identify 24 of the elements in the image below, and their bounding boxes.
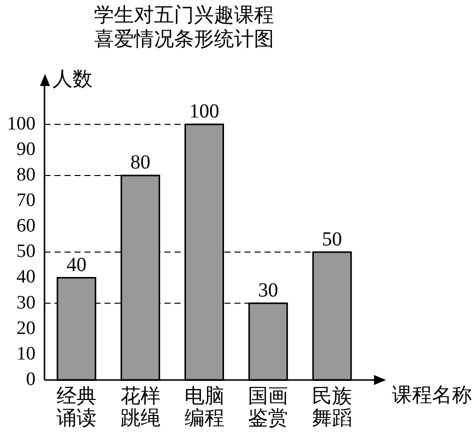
data-label: 100 (189, 100, 220, 123)
data-label: 40 (66, 254, 86, 276)
y-tick-label: 100 (7, 113, 36, 134)
data-label: 30 (258, 280, 278, 302)
x-tick-label: 电脑编程 (184, 385, 224, 430)
y-tick-label: 30 (16, 292, 36, 314)
x-tick-label: 经典诵读 (56, 385, 96, 430)
x-tick-label: 花样跳绳 (120, 385, 160, 430)
y-tick-label: 0 (26, 368, 36, 390)
y-tick-label: 10 (16, 343, 36, 364)
y-axis-title: 人数 (52, 68, 92, 90)
y-tick-label: 60 (16, 216, 36, 237)
y-tick-label: 70 (16, 190, 36, 212)
data-label: 80 (130, 152, 150, 174)
x-tick-label: 国画鉴赏 (248, 385, 288, 430)
y-tick-label: 80 (16, 164, 36, 186)
y-tick-label: 40 (16, 266, 36, 288)
y-tick-label: 20 (16, 318, 36, 339)
data-label: 50 (322, 228, 342, 250)
chart-title: 学生对五门兴趣课程喜爱情况条形统计图 (94, 4, 274, 50)
x-axis-title: 课程名称 (392, 384, 472, 406)
y-tick-label: 50 (16, 241, 36, 262)
x-tick-label: 民族舞蹈 (312, 385, 352, 430)
y-tick-label: 90 (16, 138, 36, 160)
